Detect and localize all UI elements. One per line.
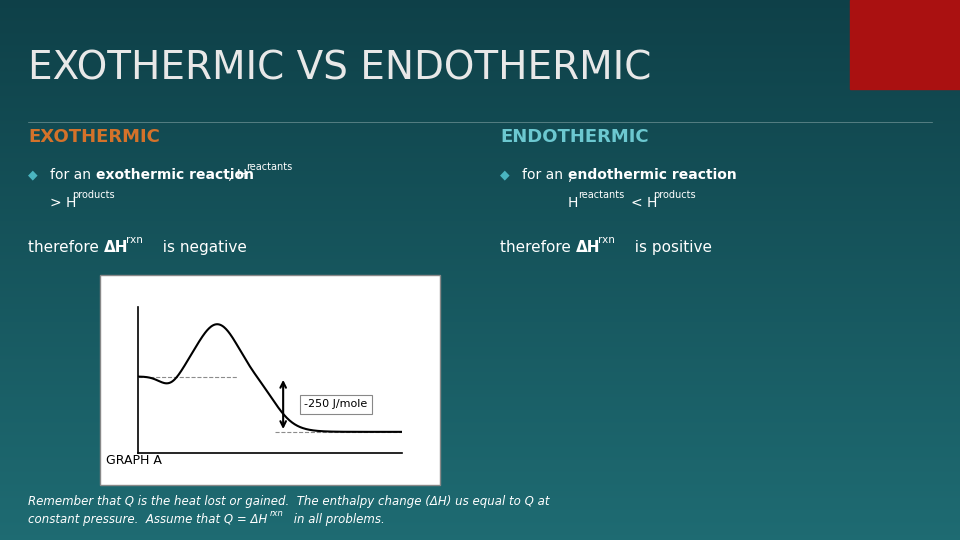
Bar (850, 0, 960, 89)
Text: EXOTHERMIC: EXOTHERMIC (28, 128, 160, 146)
Text: rxn: rxn (126, 235, 143, 245)
Text: Remember that Q is the heat lost or gained.  The enthalpy change (ΔH) us equal t: Remember that Q is the heat lost or gain… (28, 495, 549, 508)
Text: GRAPH A: GRAPH A (106, 454, 162, 467)
Text: products: products (72, 190, 114, 200)
Text: rxn: rxn (598, 235, 614, 245)
Text: exothermic reaction: exothermic reaction (96, 168, 254, 182)
Text: -250 J/mole: -250 J/mole (304, 400, 368, 409)
Text: < H: < H (631, 196, 658, 210)
Text: ,: , (568, 169, 572, 183)
Text: ΔH: ΔH (104, 240, 129, 255)
Text: H: H (568, 196, 578, 210)
Text: therefore: therefore (500, 240, 576, 255)
Text: is positive: is positive (625, 240, 712, 255)
Text: ◆: ◆ (28, 168, 37, 181)
Text: reactants: reactants (246, 162, 292, 172)
Text: constant pressure.  Assume that Q = ΔH: constant pressure. Assume that Q = ΔH (28, 513, 268, 526)
Text: is negative: is negative (153, 240, 247, 255)
Text: ◆: ◆ (500, 168, 510, 181)
Bar (100, 275, 440, 485)
Text: rxn: rxn (270, 509, 284, 518)
Text: , H: , H (228, 168, 247, 182)
Text: EXOTHERMIC VS ENDOTHERMIC: EXOTHERMIC VS ENDOTHERMIC (28, 50, 652, 88)
Text: ΔH: ΔH (576, 240, 601, 255)
Text: for an: for an (50, 168, 95, 182)
Text: > H: > H (50, 196, 77, 210)
Text: for an: for an (522, 168, 567, 182)
Text: products: products (653, 190, 696, 200)
Text: ENDOTHERMIC: ENDOTHERMIC (500, 128, 649, 146)
Text: therefore: therefore (28, 240, 104, 255)
Text: reactants: reactants (578, 190, 624, 200)
Text: in all problems.: in all problems. (290, 513, 385, 526)
Text: endothermic reaction: endothermic reaction (568, 168, 736, 182)
